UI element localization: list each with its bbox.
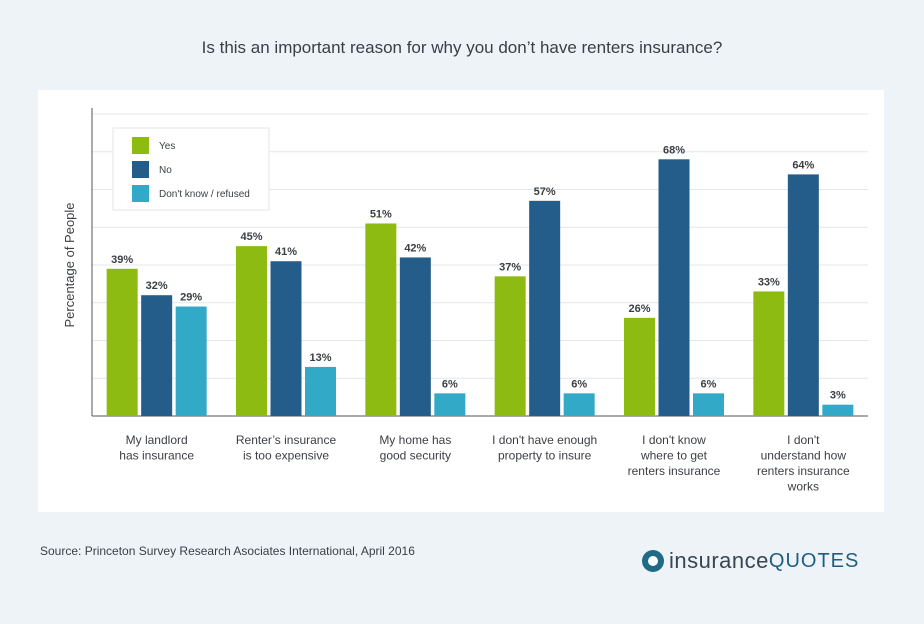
bar-don-t-know-refused: [693, 393, 724, 416]
data-label: 39%: [111, 254, 133, 266]
data-label: 6%: [571, 378, 587, 390]
source-note: Source: Princeton Survey Research Asocia…: [40, 544, 415, 558]
legend-label: Don't know / refused: [159, 189, 250, 200]
bar-yes: [106, 268, 138, 416]
chart-title: Is this an important reason for why you …: [201, 38, 723, 57]
data-label: 64%: [792, 159, 814, 171]
data-label: 68%: [663, 144, 685, 156]
bar-don-t-know-refused: [563, 393, 595, 416]
logo-word-quotes: QUOTES: [768, 549, 860, 572]
bar-don-t-know-refused: [434, 393, 466, 416]
bar-no: [270, 261, 302, 416]
bar-yes: [753, 291, 785, 416]
bar-chart: Percentage of People 39% 32% 29% My landlord…: [62, 108, 868, 494]
data-label: 6%: [701, 378, 717, 390]
x-tick-label: has insurance: [119, 449, 194, 463]
x-tick-label: works: [787, 480, 819, 494]
data-label: 45%: [240, 231, 262, 243]
legend-label: Yes: [159, 141, 175, 152]
data-label: 42%: [404, 242, 426, 254]
x-tick-label: where to get: [640, 449, 708, 463]
x-tick-label: My home has: [379, 433, 451, 447]
y-axis-label: Percentage of People: [62, 202, 77, 327]
x-tick-label: is too expensive: [243, 449, 329, 463]
bar-no: [787, 174, 819, 416]
legend-swatch: [132, 161, 149, 178]
legend-label: No: [159, 165, 172, 176]
bar-don-t-know-refused: [305, 366, 336, 416]
data-label: 51%: [370, 208, 392, 220]
data-label: 6%: [442, 378, 458, 390]
x-tick-label: I don't: [787, 433, 820, 447]
data-label: 41%: [275, 246, 297, 258]
bar-don-t-know-refused: [175, 306, 207, 416]
legend-swatch: [132, 185, 149, 202]
x-tick-label: I don't have enough: [492, 433, 597, 447]
x-tick-label: renters insurance: [757, 464, 850, 478]
data-label: 57%: [534, 186, 556, 198]
data-label: 13%: [309, 352, 331, 364]
insurancequotes-logo: insurance QUOTES: [642, 548, 859, 574]
bar-yes: [494, 276, 526, 416]
data-label: 32%: [146, 280, 168, 292]
x-tick-label: Renter’s insurance: [236, 433, 337, 447]
bar-no: [141, 295, 173, 416]
bar-no: [399, 257, 431, 416]
x-tick-label: good security: [380, 449, 451, 463]
data-label: 26%: [628, 303, 650, 315]
bar-yes: [365, 223, 397, 416]
x-tick-label: property to insure: [498, 449, 592, 463]
logo-icon: [642, 550, 664, 572]
bar-no: [658, 159, 690, 417]
bar-no: [529, 200, 561, 416]
data-label: 33%: [758, 276, 780, 288]
x-tick-label: renters insurance: [628, 464, 721, 478]
chart-card: Percentage of People 39% 32% 29% My landlord…: [38, 90, 884, 512]
legend-swatch: [132, 137, 149, 154]
x-tick-label: understand how: [761, 449, 847, 463]
data-label: 37%: [499, 261, 521, 273]
logo-word-insurance: insurance: [669, 548, 769, 573]
bar-yes: [236, 246, 267, 416]
bar-don-t-know-refused: [822, 404, 854, 416]
x-tick-label: I don't know: [642, 433, 706, 447]
bar-yes: [624, 317, 655, 416]
x-tick-label: My landlord: [126, 433, 188, 447]
data-label: 3%: [830, 390, 846, 402]
data-label: 29%: [180, 292, 202, 304]
